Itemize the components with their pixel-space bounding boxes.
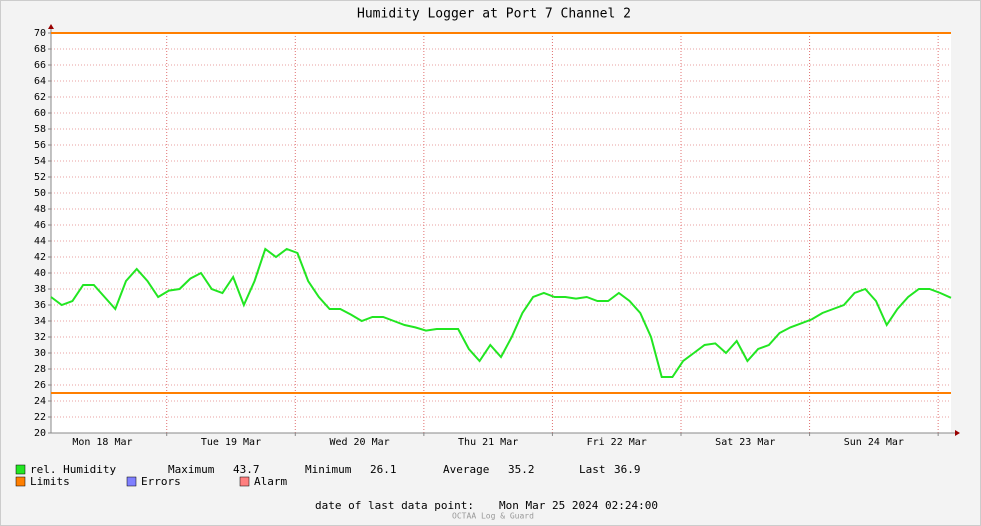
y-tick-label: 38 xyxy=(34,284,46,295)
legend-swatch xyxy=(126,476,137,487)
y-tick-label: 30 xyxy=(34,348,46,359)
x-tick-label: Wed 20 Mar xyxy=(329,437,389,448)
y-tick-label: 68 xyxy=(34,44,46,55)
legend-label: Errors xyxy=(141,475,181,488)
y-axis-arrow xyxy=(48,24,54,29)
y-tick-label: 58 xyxy=(34,124,46,135)
legend-label: Alarm xyxy=(254,475,287,488)
y-tick-label: 48 xyxy=(34,204,46,215)
x-tick-label: Thu 21 Mar xyxy=(458,437,518,448)
y-tick-label: 20 xyxy=(34,428,46,439)
y-tick-label: 32 xyxy=(34,332,46,343)
stat-label: Average xyxy=(443,463,489,476)
y-tick-label: 64 xyxy=(34,76,46,87)
y-tick-label: 62 xyxy=(34,92,46,103)
y-tick-label: 52 xyxy=(34,172,46,183)
footer-date: Mon Mar 25 2024 02:24:00 xyxy=(499,499,658,512)
x-tick-label: Fri 22 Mar xyxy=(587,437,647,448)
stat-label: Maximum xyxy=(168,463,215,476)
y-tick-label: 34 xyxy=(34,316,46,327)
y-tick-label: 26 xyxy=(34,380,46,391)
x-tick-label: Mon 18 Mar xyxy=(72,437,132,448)
stat-value: 35.2 xyxy=(508,463,535,476)
y-tick-label: 46 xyxy=(34,220,46,231)
legend-swatch xyxy=(15,464,26,475)
stat-value: 36.9 xyxy=(614,463,641,476)
y-tick-label: 24 xyxy=(34,396,46,407)
y-tick-label: 70 xyxy=(34,28,46,39)
legend-swatch xyxy=(15,476,26,487)
legend-swatch xyxy=(239,476,250,487)
y-tick-label: 56 xyxy=(34,140,46,151)
footer-label: date of last data point: xyxy=(315,499,474,512)
x-axis-arrow xyxy=(955,430,960,436)
y-tick-label: 50 xyxy=(34,188,46,199)
y-tick-label: 36 xyxy=(34,300,46,311)
data-line xyxy=(50,247,952,378)
watermark: OCTAA Log & Guard xyxy=(452,512,534,521)
legend-label: Limits xyxy=(30,475,70,488)
legend-label: rel. Humidity xyxy=(30,463,116,476)
y-tick-label: 40 xyxy=(34,268,46,279)
plot-area xyxy=(51,33,951,433)
y-tick-label: 28 xyxy=(34,364,46,375)
y-tick-label: 66 xyxy=(34,60,46,71)
y-tick-label: 54 xyxy=(34,156,46,167)
stat-value: 26.1 xyxy=(370,463,397,476)
y-tick-label: 44 xyxy=(34,236,46,247)
y-tick-label: 42 xyxy=(34,252,46,263)
stat-label: Minimum xyxy=(305,463,352,476)
y-tick-label: 60 xyxy=(34,108,46,119)
y-tick-label: 22 xyxy=(34,412,46,423)
stat-label: Last xyxy=(579,463,606,476)
stat-value: 43.7 xyxy=(233,463,260,476)
x-tick-label: Sat 23 Mar xyxy=(715,437,775,448)
x-tick-label: Sun 24 Mar xyxy=(844,437,904,448)
x-tick-label: Tue 19 Mar xyxy=(201,437,261,448)
chart-title: Humidity Logger at Port 7 Channel 2 xyxy=(357,7,631,22)
